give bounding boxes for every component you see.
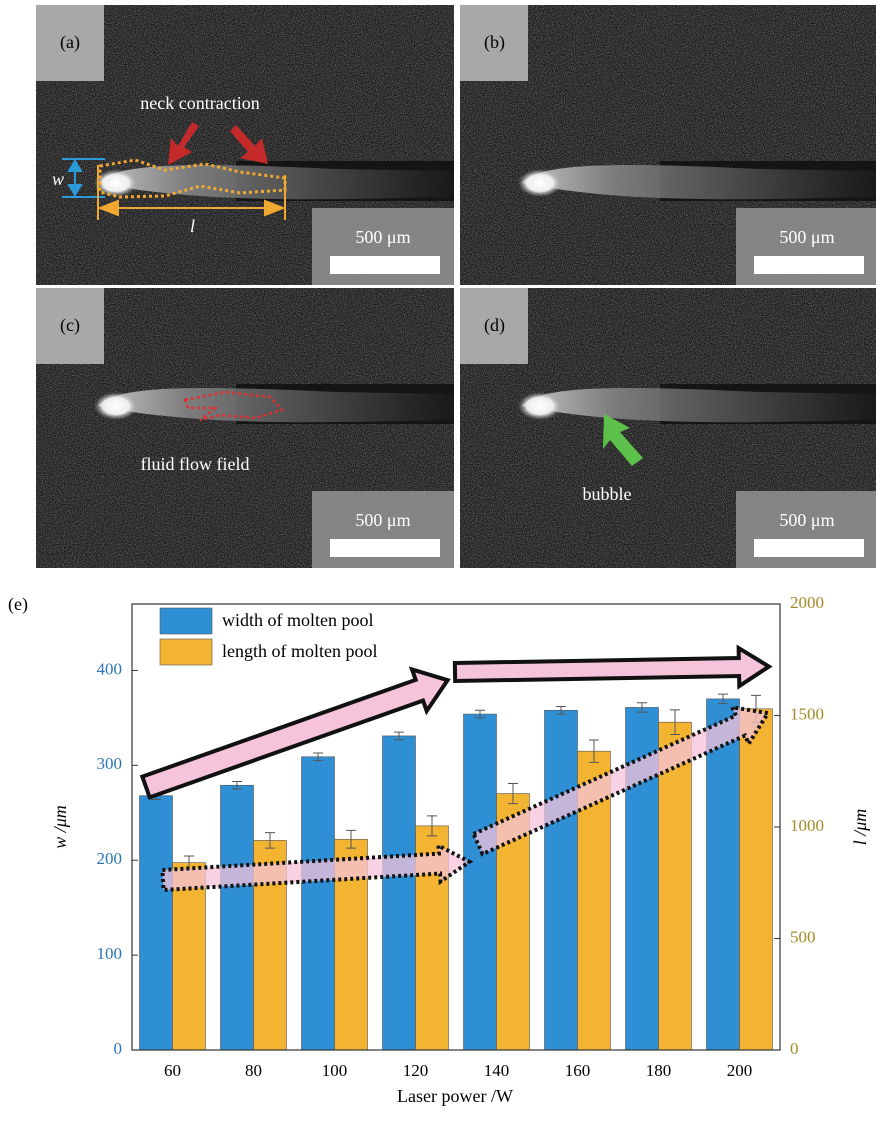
y-axis-label: w /μm bbox=[50, 805, 70, 849]
legend-label: length of molten pool bbox=[222, 641, 377, 661]
bar bbox=[740, 709, 773, 1050]
y2-tick-label: 1500 bbox=[790, 704, 824, 723]
y2-tick-label: 500 bbox=[790, 927, 816, 946]
x-tick-label: 140 bbox=[484, 1061, 510, 1080]
y-tick-label: 100 bbox=[97, 944, 123, 963]
annotation: bubble bbox=[583, 484, 632, 504]
x-tick-label: 120 bbox=[403, 1061, 429, 1080]
y-tick-label: 0 bbox=[114, 1039, 123, 1058]
micrographs: (a) 500 μm (b) 500 μm (c) 500 μm (d) 500 μm neck… bbox=[36, 5, 876, 568]
scale-text: 500 μm bbox=[779, 227, 834, 247]
annotation: l bbox=[190, 216, 195, 236]
micrograph: (c) 500 μm bbox=[36, 288, 454, 568]
hot-spot bbox=[518, 169, 562, 197]
page: {"images": [ {"label": "(a)", "scale": "… bbox=[0, 0, 876, 1121]
y-tick-label: 300 bbox=[97, 754, 123, 773]
scale-text: 500 μm bbox=[355, 227, 410, 247]
micrograph: (d) 500 μm bbox=[460, 288, 876, 568]
y-tick-label: 200 bbox=[97, 849, 123, 868]
bar-chart: (e) Laser power /W w /μm l /μm 0 100 200 30… bbox=[8, 593, 870, 1106]
scale-bar bbox=[330, 256, 440, 274]
legend-label: width of molten pool bbox=[222, 610, 374, 630]
x-tick-label: 80 bbox=[245, 1061, 262, 1080]
scale-text: 500 μm bbox=[355, 510, 410, 530]
panel-label: (a) bbox=[60, 32, 80, 53]
y-tick-label: 400 bbox=[97, 659, 123, 678]
hot-spot bbox=[518, 392, 562, 420]
legend-swatch bbox=[160, 639, 212, 665]
scale-bar bbox=[754, 256, 864, 274]
scale-text: 500 μm bbox=[779, 510, 834, 530]
bar bbox=[140, 796, 173, 1050]
y2-tick-label: 2000 bbox=[790, 593, 824, 612]
scale-bar bbox=[330, 539, 440, 557]
micrograph: (b) 500 μm bbox=[460, 5, 876, 285]
annotation: fluid flow field bbox=[141, 454, 250, 474]
trend-arrow bbox=[455, 648, 770, 691]
bar bbox=[545, 710, 578, 1050]
panel-label: (c) bbox=[60, 315, 80, 336]
bar bbox=[302, 757, 335, 1050]
annotation: w bbox=[52, 169, 64, 189]
legend-swatch bbox=[160, 608, 212, 634]
scale-bar bbox=[754, 539, 864, 557]
annotation: neck contraction bbox=[140, 93, 259, 113]
bar bbox=[464, 714, 497, 1050]
y2-tick-label: 1000 bbox=[790, 816, 824, 835]
y2-axis-label: l /μm bbox=[850, 809, 870, 846]
x-tick-label: 100 bbox=[322, 1061, 348, 1080]
panel-label: (b) bbox=[484, 32, 505, 53]
panel-label: (d) bbox=[484, 315, 505, 336]
y2-tick-label: 0 bbox=[790, 1039, 799, 1058]
hot-spot bbox=[94, 392, 138, 420]
bar bbox=[221, 785, 254, 1050]
x-tick-label: 160 bbox=[565, 1061, 591, 1080]
x-tick-label: 200 bbox=[727, 1061, 753, 1080]
x-tick-label: 60 bbox=[164, 1061, 181, 1080]
figure: (a) 500 μm (b) 500 μm (c) 500 μm (d) 500 μm neck… bbox=[0, 0, 876, 1121]
x-tick-label: 180 bbox=[646, 1061, 672, 1080]
x-axis-label: Laser power /W bbox=[397, 1086, 513, 1106]
panel-label: (e) bbox=[8, 594, 28, 615]
bar bbox=[383, 736, 416, 1050]
